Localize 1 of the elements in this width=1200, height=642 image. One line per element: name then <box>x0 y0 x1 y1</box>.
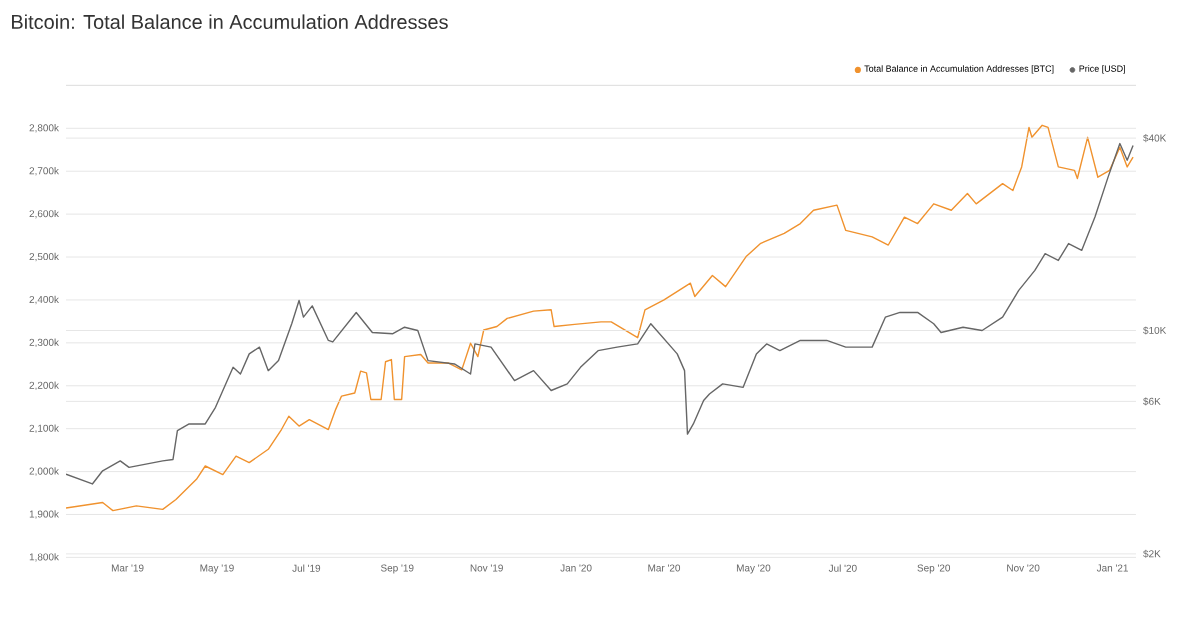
chart-title: Bitcoin: Total Balance in Accumulation Addresses <box>12 14 448 30</box>
